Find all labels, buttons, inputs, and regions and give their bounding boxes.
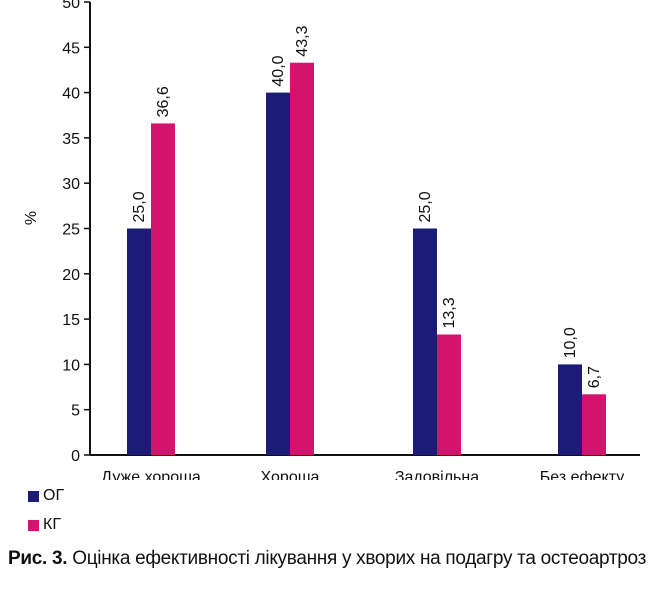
x-category-label: Без ефекту bbox=[540, 469, 624, 480]
data-label: 10,0 bbox=[562, 327, 579, 358]
y-tick-label: 50 bbox=[62, 0, 80, 12]
bar-kg bbox=[582, 394, 606, 455]
x-category-label: Задовільна bbox=[395, 469, 479, 480]
legend-item-kg: КГ bbox=[28, 513, 64, 537]
legend-swatch-kg bbox=[28, 519, 39, 531]
y-tick-label: 10 bbox=[62, 357, 80, 374]
data-label: 36,6 bbox=[155, 86, 172, 117]
x-category-label: Хороша bbox=[261, 469, 320, 480]
y-tick-label: 5 bbox=[71, 403, 80, 420]
bar-kg bbox=[151, 123, 175, 456]
legend-item-og: ОГ bbox=[28, 484, 64, 508]
bar-kg bbox=[437, 334, 461, 455]
y-axis-title: % bbox=[23, 211, 40, 225]
data-label: 25,0 bbox=[131, 191, 148, 222]
legend-label-og: ОГ bbox=[43, 487, 65, 504]
bar-kg bbox=[290, 62, 314, 456]
y-tick-label: 40 bbox=[62, 86, 80, 103]
bar-og bbox=[413, 228, 437, 455]
bar-og bbox=[558, 364, 582, 455]
data-label: 25,0 bbox=[417, 191, 434, 222]
bar-og bbox=[266, 92, 290, 455]
y-tick-label: 30 bbox=[62, 176, 80, 193]
bar-chart: 0 5 10 15 20 25 30 35 40 45 50% Дуже хороша 25,0 36,6… bbox=[23, 0, 640, 480]
y-tick-label: 20 bbox=[62, 267, 80, 284]
legend: ОГ КГ bbox=[28, 484, 64, 542]
x-category-label: Дуже хороша bbox=[101, 469, 201, 480]
figure-caption: Рис. 3. Оцінка ефективності лікування у … bbox=[8, 546, 648, 572]
y-tick-label: 15 bbox=[62, 312, 80, 329]
y-tick-label: 0 bbox=[71, 448, 80, 465]
data-label: 43,3 bbox=[294, 25, 311, 56]
y-tick-label: 25 bbox=[62, 222, 80, 239]
data-label: 13,3 bbox=[441, 297, 458, 328]
caption-label: Рис. 3. bbox=[8, 548, 68, 569]
data-label: 6,7 bbox=[586, 366, 603, 388]
caption-text: Оцінка ефективності лікування у хворих н… bbox=[67, 548, 647, 569]
y-tick-label: 35 bbox=[62, 131, 80, 148]
bar-og bbox=[127, 228, 151, 455]
data-label: 40,0 bbox=[270, 55, 287, 86]
legend-swatch-og bbox=[28, 490, 39, 502]
y-tick-label: 45 bbox=[62, 40, 80, 57]
legend-label-kg: КГ bbox=[43, 516, 61, 533]
